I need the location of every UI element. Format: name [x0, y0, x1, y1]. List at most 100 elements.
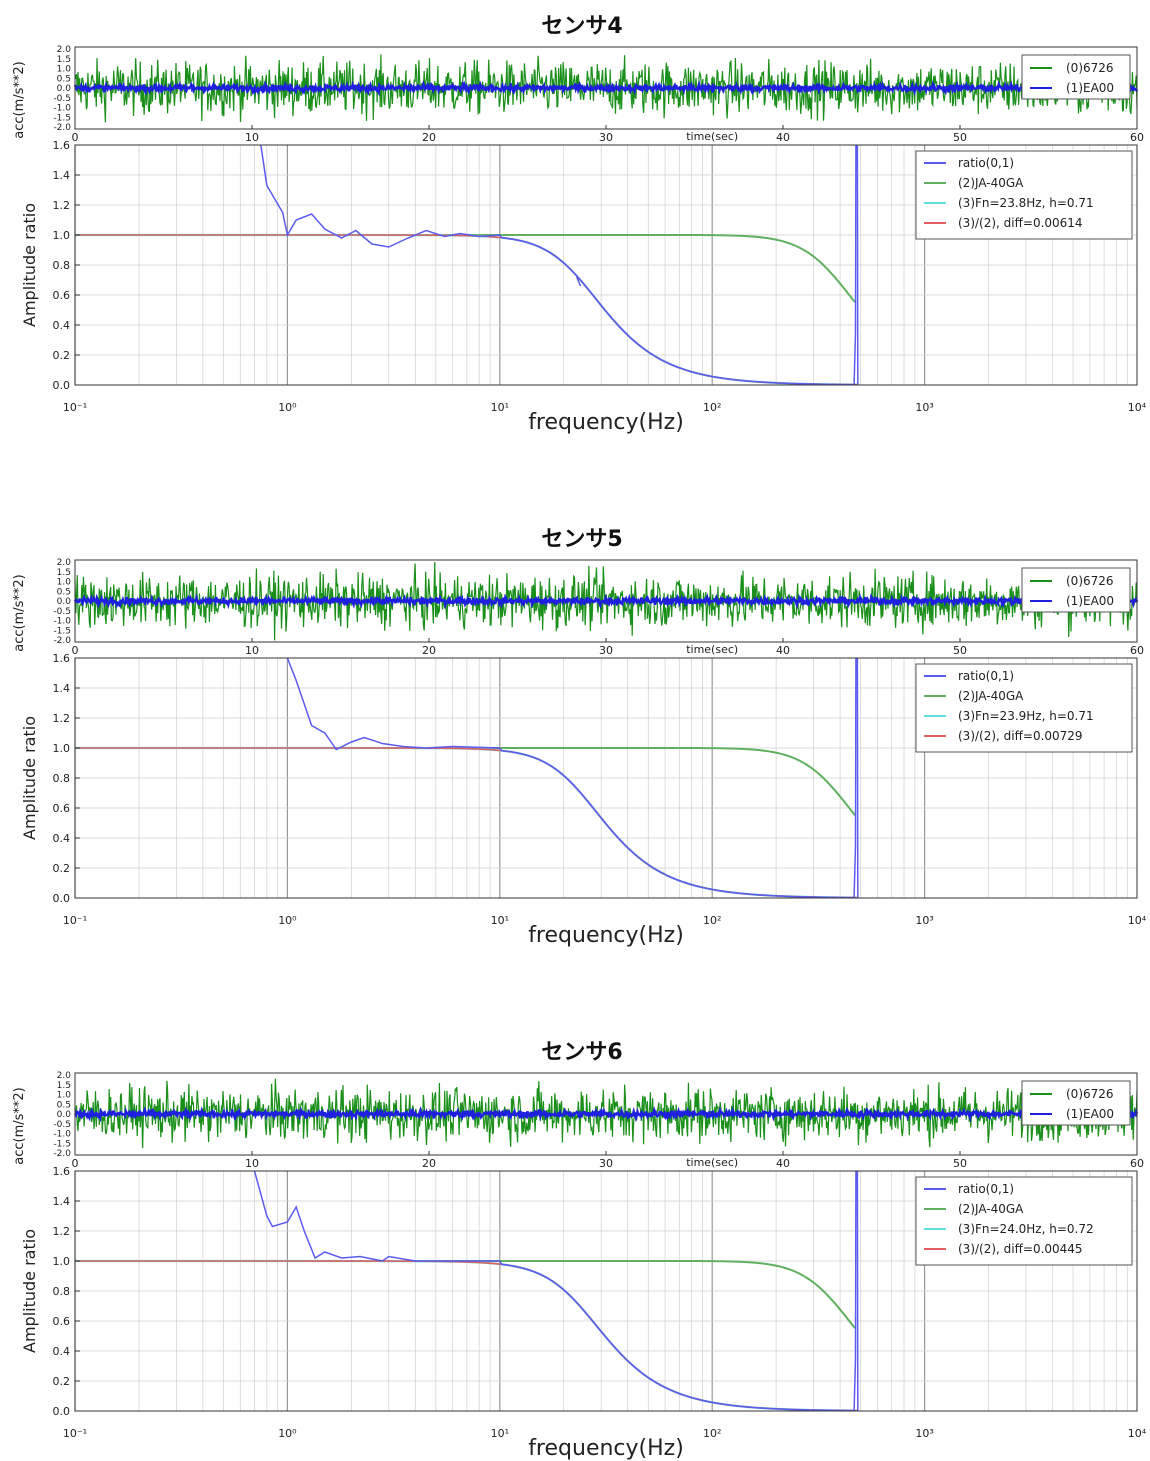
legend-label: (0)6726	[1066, 1087, 1114, 1101]
time-ytick-label: -0.5	[53, 607, 71, 617]
legend-label: (1)EA00	[1066, 1107, 1114, 1121]
freq-ytick-label: 0.8	[53, 772, 71, 785]
freq-ytick-label: 1.0	[53, 1255, 71, 1268]
freq-xtick-label: 10⁴	[1128, 401, 1147, 414]
time-ytick-label: -1.0	[53, 617, 71, 627]
time-ytick-label: 1.5	[57, 55, 71, 65]
time-legend-box	[1021, 567, 1131, 613]
legend-label: (3)Fn=23.9Hz, h=0.71	[958, 709, 1094, 723]
time-xtick-label: 50	[953, 131, 967, 144]
freq-ytick-label: 0.0	[53, 1405, 71, 1418]
freq-xtick-label: 10⁻¹	[63, 401, 87, 414]
time-ytick-label: -1.5	[53, 1139, 71, 1149]
chart-title: センサ4	[541, 14, 622, 39]
frequency-curves	[75, 145, 859, 385]
time-xtick-label: 40	[776, 644, 790, 657]
time-legend: (0)6726 (1)EA00	[1021, 54, 1131, 100]
time-ytick-label: -0.5	[53, 94, 71, 104]
freq-ytick-label: 0.8	[53, 1285, 71, 1298]
ratio-01-line	[260, 145, 859, 385]
freq-xtick-label: 10³	[915, 1427, 933, 1440]
time-xtick-label: 40	[776, 1157, 790, 1170]
legend-label: ratio(0,1)	[958, 669, 1014, 683]
legend-label: (2)JA-40GA	[958, 176, 1024, 190]
time-ytick-label: 0.0	[57, 1110, 72, 1120]
freq-xtick-label: 10¹	[491, 401, 509, 414]
chart-title: センサ5	[541, 527, 622, 552]
legend-label: (3)/(2), diff=0.00445	[958, 1242, 1083, 1256]
freq-ytick-label: 0.0	[53, 892, 71, 905]
freq-ytick-label: 1.6	[53, 1165, 71, 1178]
frequency-curves	[75, 1171, 859, 1411]
time-ytick-label: -2.0	[53, 123, 71, 133]
time-ytick-label: -1.5	[53, 113, 71, 123]
time-series-line	[73, 1105, 1139, 1123]
time-xtick-label: 0	[72, 1157, 79, 1170]
time-xtick-label: 30	[599, 1157, 613, 1170]
freq-ytick-label: 1.6	[53, 139, 71, 152]
time-xlabel: time(sec)	[686, 130, 738, 143]
time-xtick-label: 0	[72, 131, 79, 144]
legend-label: (3)Fn=23.8Hz, h=0.71	[958, 196, 1094, 210]
frequency-panel: 0.0 0.2 0.4 0.6 0.8 1.0 1.2 1.4 1.6 10⁻¹ 10⁰ 10¹ 10²…	[20, 652, 1147, 948]
time-ytick-label: 1.5	[57, 568, 71, 578]
freq-ytick-label: 1.2	[53, 1225, 71, 1238]
freq-xtick-label: 10²	[703, 914, 721, 927]
legend-label: (0)6726	[1066, 574, 1114, 588]
freq-xtick-label: 10⁰	[278, 914, 297, 927]
freq-ytick-label: 0.8	[53, 259, 71, 272]
time-ytick-label: 1.0	[57, 578, 72, 588]
freq-ylabel: Amplitude ratio	[20, 1229, 39, 1353]
frequency-legend: ratio(0,1) (2)JA-40GA (3)Fn=23.9Hz, h=0.71…	[915, 663, 1133, 753]
time-ytick-label: 1.5	[57, 1081, 71, 1091]
legend-label: (2)JA-40GA	[958, 689, 1024, 703]
time-xtick-label: 0	[72, 644, 79, 657]
time-ytick-label: 2.0	[57, 1071, 72, 1081]
time-xlabel: time(sec)	[686, 1156, 738, 1169]
ratio-01-line	[286, 658, 859, 898]
freq-ytick-label: 1.4	[53, 682, 71, 695]
freq-xtick-label: 10⁻¹	[63, 914, 87, 927]
frequency-legend: ratio(0,1) (2)JA-40GA (3)Fn=24.0Hz, h=0.72…	[915, 1176, 1133, 1266]
frequency-legend: ratio(0,1) (2)JA-40GA (3)Fn=23.8Hz, h=0.71…	[915, 150, 1133, 240]
freq-ytick-label: 0.2	[53, 1375, 71, 1388]
time-ytick-label: 0.0	[57, 597, 72, 607]
time-ytick-label: 2.0	[57, 45, 72, 55]
time-legend-box	[1021, 54, 1131, 100]
freq-xtick-label: 10³	[915, 914, 933, 927]
freq-xtick-label: 10²	[703, 1427, 721, 1440]
legend-label: ratio(0,1)	[958, 156, 1014, 170]
time-ylabel: acc(m/s**2)	[12, 61, 27, 139]
time-xtick-label: 30	[599, 131, 613, 144]
time-xtick-label: 40	[776, 131, 790, 144]
legend-label: (0)6726	[1066, 61, 1114, 75]
time-panel: 2.01.51.00.50.0-0.5-1.0-1.5-2.00 10 20 30 40…	[12, 558, 1144, 657]
time-xtick-label: 50	[953, 1157, 967, 1170]
freq-legend-box	[915, 663, 1133, 753]
freq-ytick-label: 0.4	[53, 832, 71, 845]
ratio-01-line	[575, 276, 582, 287]
freq-ytick-label: 1.0	[53, 742, 71, 755]
time-ylabel: acc(m/s**2)	[12, 574, 27, 652]
freq-ytick-label: 1.2	[53, 712, 71, 725]
legend-label: ratio(0,1)	[958, 1182, 1014, 1196]
freq-ytick-label: 0.6	[53, 289, 71, 302]
freq-legend-box	[915, 150, 1133, 240]
time-xtick-label: 20	[422, 131, 436, 144]
time-xtick-label: 20	[422, 1157, 436, 1170]
chart-title: センサ6	[541, 1040, 622, 1065]
freq-ytick-label: 0.0	[53, 379, 71, 392]
freq-xtick-label: 10⁰	[278, 1427, 297, 1440]
freq-xtick-label: 10⁴	[1128, 1427, 1147, 1440]
freq-xlabel: frequency(Hz)	[528, 1436, 684, 1461]
time-xtick-label: 10	[245, 644, 259, 657]
time-ytick-label: 0.0	[57, 84, 72, 94]
freq-xlabel: frequency(Hz)	[528, 923, 684, 948]
legend-label: (3)/(2), diff=0.00614	[958, 216, 1083, 230]
time-xlabel: time(sec)	[686, 643, 738, 656]
time-xtick-label: 30	[599, 644, 613, 657]
freq-ytick-label: 0.2	[53, 349, 71, 362]
freq-ytick-label: 1.2	[53, 199, 71, 212]
